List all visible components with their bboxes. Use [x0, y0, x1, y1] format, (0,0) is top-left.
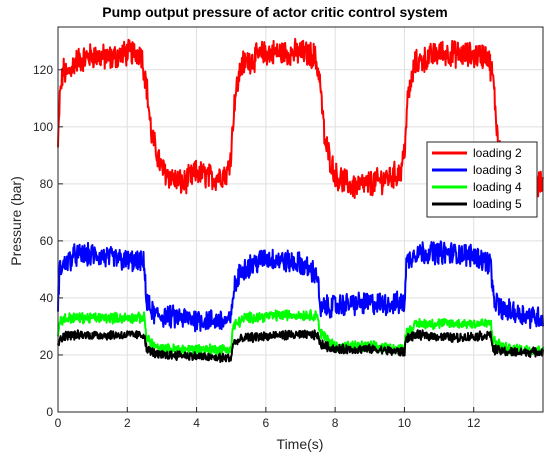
x-tick-label: 12: [467, 416, 481, 430]
legend-label: loading 4: [473, 180, 522, 194]
y-tick-label: 20: [40, 348, 54, 362]
y-tick-label: 120: [33, 63, 53, 77]
series-group: [57, 37, 544, 363]
legend-label: loading 5: [473, 197, 522, 211]
y-tick-label: 0: [46, 405, 53, 419]
x-tick-label: 4: [193, 416, 200, 430]
series-loading-5: [57, 329, 544, 363]
y-tick-label: 80: [40, 177, 54, 191]
legend: loading 2 loading 3 loading 4 loading 5: [426, 141, 538, 218]
series-loading-3: [57, 240, 544, 333]
chart-title: Pump output pressure of actor critic con…: [102, 4, 447, 20]
x-tick-label: 0: [55, 416, 62, 430]
x-tick-label: 8: [332, 416, 339, 430]
y-tick-label: 40: [40, 291, 54, 305]
y-axis-label: Pressure (bar): [8, 176, 24, 265]
plot-frame: [57, 26, 544, 413]
x-tick-label: 10: [398, 416, 412, 430]
series-loading-4: [57, 309, 544, 356]
x-tick-label: 2: [124, 416, 131, 430]
series-line: [57, 240, 544, 333]
plot-background: [58, 27, 543, 412]
legend-label: loading 2: [473, 146, 522, 160]
y-tick-label: 60: [40, 234, 54, 248]
y-tick-label: 100: [33, 120, 53, 134]
series-line: [57, 309, 544, 356]
x-axis-label: Time(s): [277, 436, 324, 452]
series-line: [57, 329, 544, 363]
x-tick-label: 6: [263, 416, 270, 430]
series-line: [57, 37, 544, 202]
series-loading-2: [57, 37, 544, 202]
legend-label: loading 3: [473, 163, 522, 177]
